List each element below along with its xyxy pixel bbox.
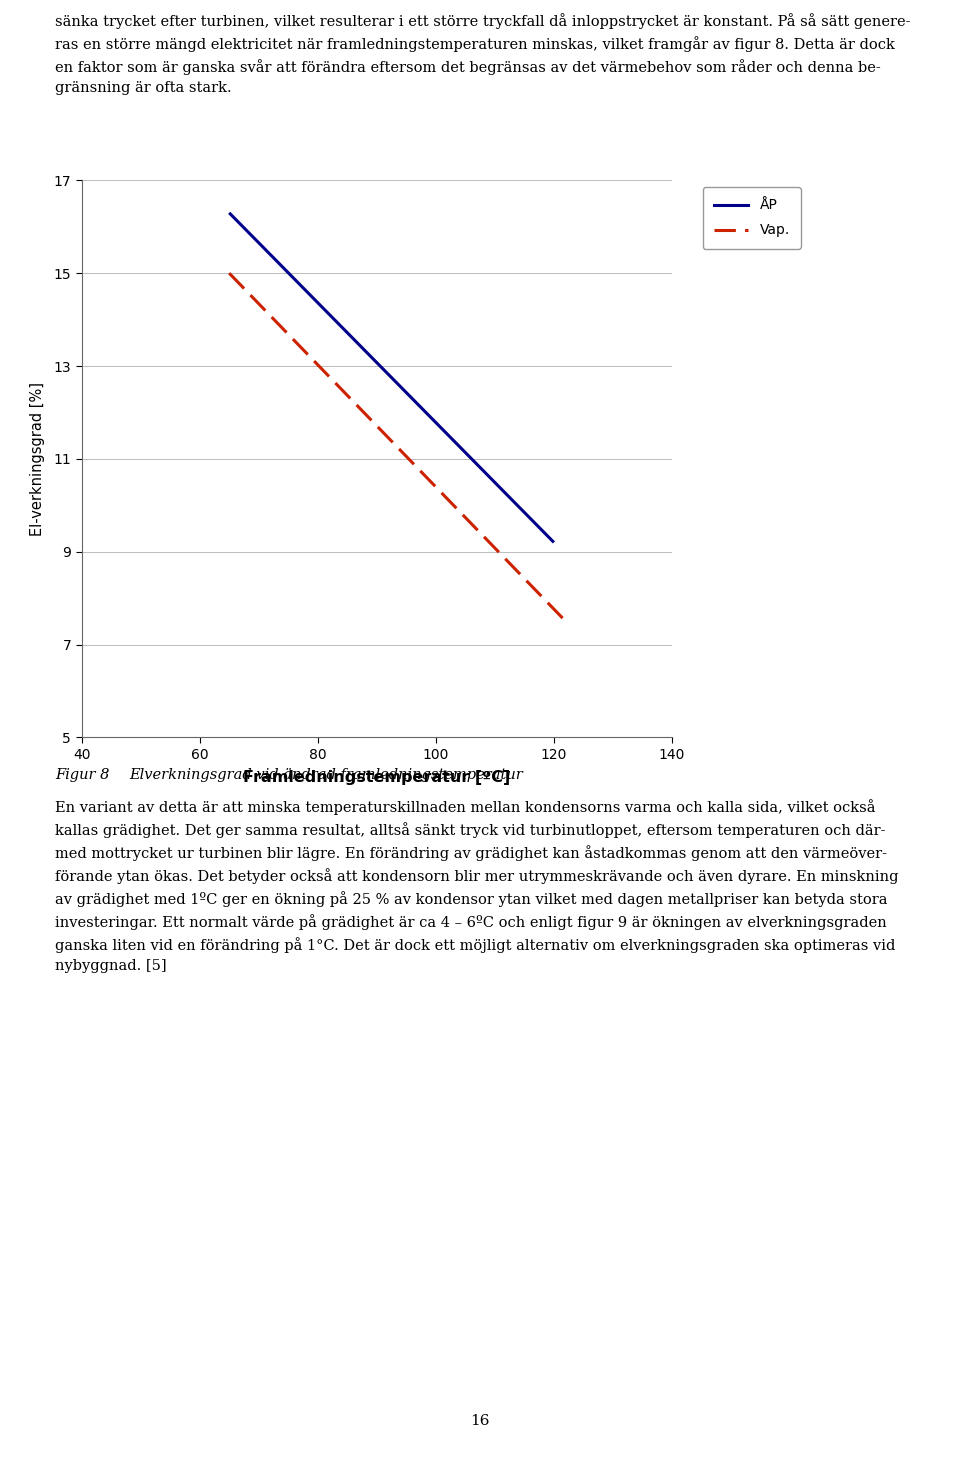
Legend: ÅP, Vap.: ÅP, Vap. bbox=[703, 188, 801, 249]
Text: Elverkningsgrad vid ändrad framledningstemperatur: Elverkningsgrad vid ändrad framledningst… bbox=[130, 768, 523, 783]
Text: Figur 8: Figur 8 bbox=[55, 768, 109, 783]
X-axis label: Framledningstemperatur [ºC]: Framledningstemperatur [ºC] bbox=[243, 770, 511, 786]
Y-axis label: El-verkningsgrad [%]: El-verkningsgrad [%] bbox=[30, 381, 45, 537]
Text: 16: 16 bbox=[470, 1413, 490, 1428]
Text: sänka trycket efter turbinen, vilket resulterar i ett större tryckfall då inlopp: sänka trycket efter turbinen, vilket res… bbox=[55, 13, 910, 95]
Text: En variant av detta är att minska temperaturskillnaden mellan kondensorns varma : En variant av detta är att minska temper… bbox=[55, 799, 899, 972]
